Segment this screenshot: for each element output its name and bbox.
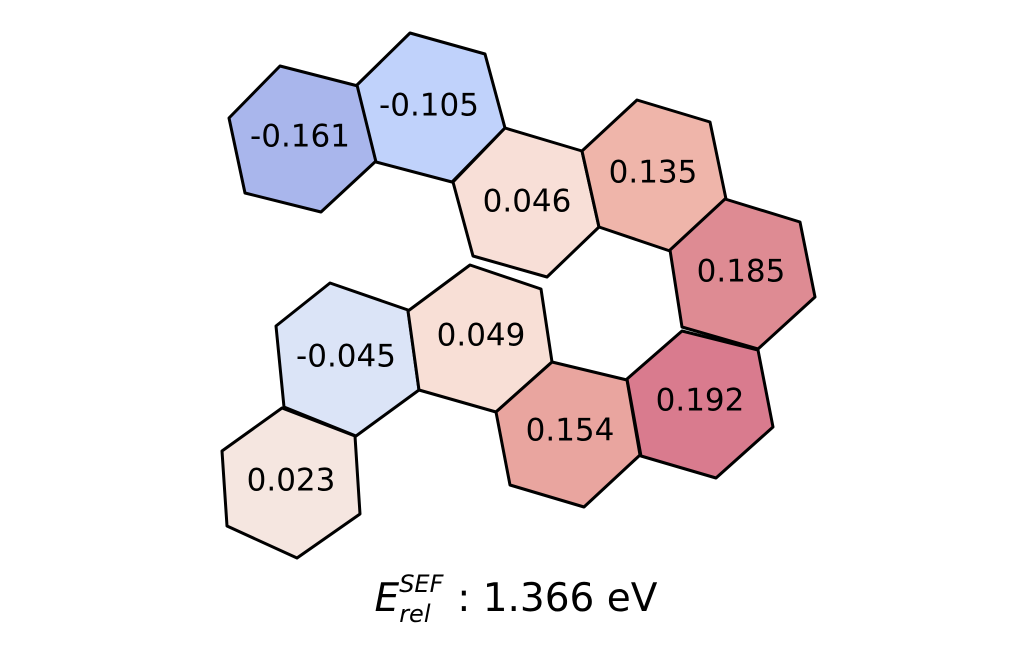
- hex-shape: [668, 197, 817, 351]
- hex-shape: [220, 406, 362, 560]
- hex-value-label: 0.154: [526, 413, 615, 449]
- hex-cell: -0.161: [227, 64, 378, 214]
- energy-superscript: SEF: [399, 570, 444, 598]
- hex-cell: -0.045: [274, 281, 421, 438]
- energy-caption: E SEF rel : 1.366 eV: [0, 570, 1032, 628]
- hex-value-label: -0.161: [250, 119, 350, 155]
- hex-value-label: 0.135: [609, 155, 698, 191]
- hex-value-label: -0.045: [296, 339, 396, 375]
- hex-cell: 0.023: [220, 406, 362, 560]
- energy-subscript: rel: [399, 600, 431, 628]
- hex-value-label: 0.185: [697, 254, 786, 290]
- energy-value: : 1.366 eV: [457, 576, 658, 621]
- hex-shape: [625, 329, 775, 480]
- hex-value-label: 0.049: [437, 318, 526, 354]
- hex-value-label: 0.023: [247, 463, 336, 499]
- hex-cell: 0.192: [625, 329, 775, 480]
- hex-value-label: 0.192: [656, 383, 745, 419]
- hex-value-label: 0.046: [483, 184, 572, 220]
- hex-value-label: -0.105: [379, 88, 479, 124]
- hex-cell: 0.185: [668, 197, 817, 351]
- hex-cell: -0.105: [355, 31, 507, 184]
- hex-cell: 0.046: [451, 126, 601, 279]
- energy-symbol: E: [374, 576, 400, 621]
